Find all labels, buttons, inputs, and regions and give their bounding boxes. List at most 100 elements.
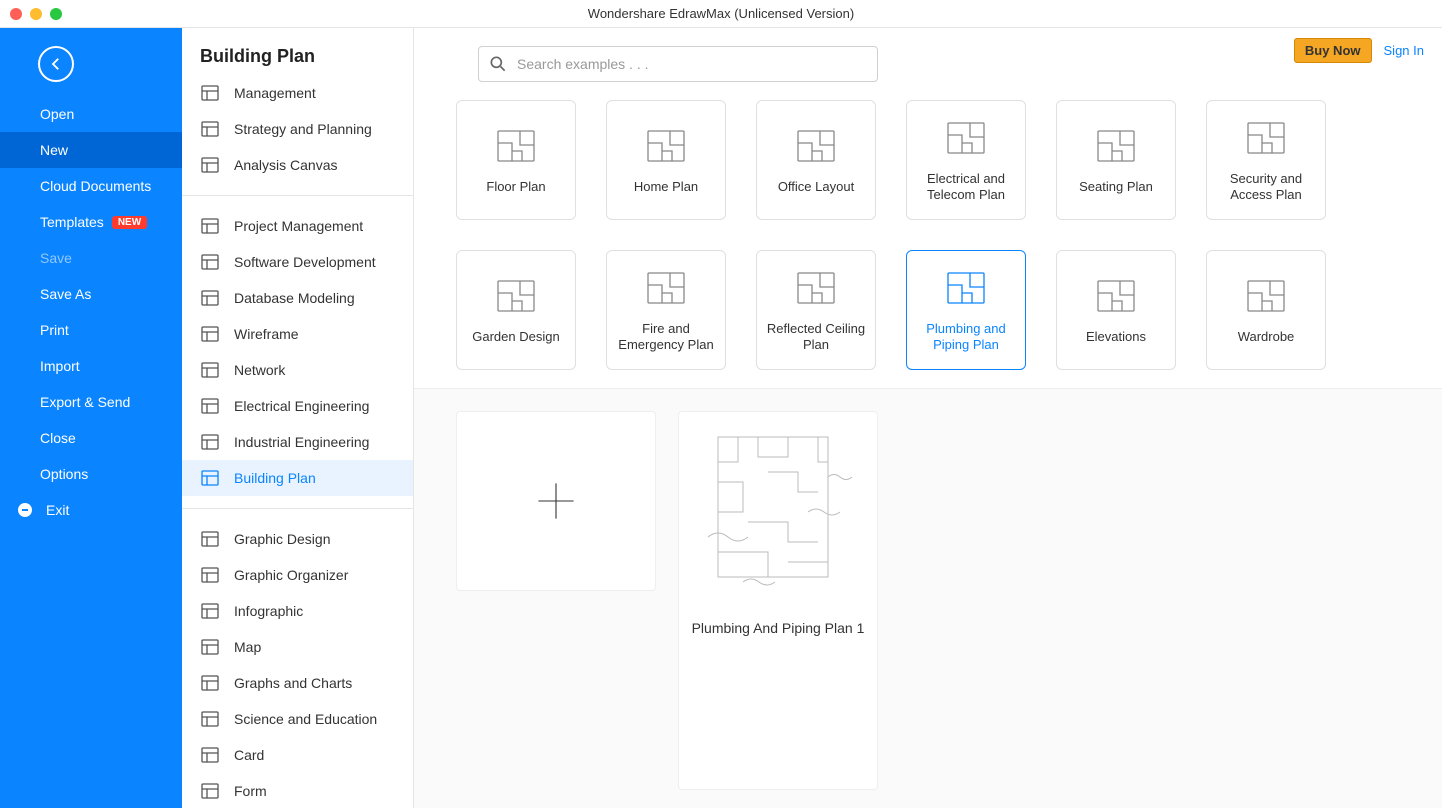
example-thumbnail [678, 412, 878, 612]
category-icon [200, 396, 220, 416]
template-tile[interactable]: Reflected Ceiling Plan [756, 250, 876, 370]
category-icon [200, 709, 220, 729]
tile-icon [944, 117, 988, 161]
tile-icon [794, 125, 838, 169]
category-label: Strategy and Planning [234, 121, 372, 137]
nav-item-label: Close [40, 430, 76, 446]
tile-label: Seating Plan [1079, 179, 1153, 195]
new-blank-card[interactable] [456, 411, 656, 591]
category-icon [200, 324, 220, 344]
category-item[interactable]: Map [182, 629, 413, 665]
template-tile[interactable]: Wardrobe [1206, 250, 1326, 370]
main-area: Buy Now Sign In Floor Plan Home Plan Offic… [414, 28, 1442, 808]
nav-item-label: Import [40, 358, 80, 374]
category-label: Graphs and Charts [234, 675, 352, 691]
tile-icon [944, 267, 988, 311]
category-item[interactable]: Science and Education [182, 701, 413, 737]
nav-item-label: New [40, 142, 68, 158]
back-button[interactable] [38, 46, 74, 82]
nav-item-options[interactable]: Options [0, 456, 182, 492]
category-icon [200, 468, 220, 488]
category-item[interactable]: Strategy and Planning [182, 111, 413, 147]
template-tile[interactable]: Home Plan [606, 100, 726, 220]
category-item[interactable]: Building Plan [182, 460, 413, 496]
template-tile[interactable]: Security and Access Plan [1206, 100, 1326, 220]
category-item[interactable]: Project Management [182, 208, 413, 244]
minimize-window-button[interactable] [30, 8, 42, 20]
exit-icon [18, 503, 32, 517]
category-item[interactable]: Database Modeling [182, 280, 413, 316]
template-tile[interactable]: Seating Plan [1056, 100, 1176, 220]
tile-label: Plumbing and Piping Plan [911, 321, 1021, 354]
tile-label: Home Plan [634, 179, 698, 195]
nav-item-print[interactable]: Print [0, 312, 182, 348]
category-item[interactable]: Management [182, 79, 413, 111]
search-icon [488, 54, 508, 74]
nav-item-label: Save As [40, 286, 91, 302]
category-label: Map [234, 639, 261, 655]
category-label: Wireframe [234, 326, 299, 342]
nav-item-label: Options [40, 466, 88, 482]
window-title: Wondershare EdrawMax (Unlicensed Version… [0, 6, 1442, 21]
category-item[interactable]: Analysis Canvas [182, 147, 413, 183]
category-item[interactable]: Network [182, 352, 413, 388]
category-icon [200, 119, 220, 139]
tile-label: Floor Plan [486, 179, 545, 195]
template-tile[interactable]: Garden Design [456, 250, 576, 370]
tile-icon [644, 125, 688, 169]
plus-icon [534, 479, 578, 523]
template-tile[interactable]: Plumbing and Piping Plan [906, 250, 1026, 370]
category-label: Analysis Canvas [234, 157, 338, 173]
category-item[interactable]: Industrial Engineering [182, 424, 413, 460]
maximize-window-button[interactable] [50, 8, 62, 20]
nav-item-export[interactable]: Export & Send [0, 384, 182, 420]
category-icon [200, 155, 220, 175]
category-item[interactable]: Graphic Design [182, 521, 413, 557]
nav-item-label: Export & Send [40, 394, 130, 410]
tile-icon [644, 267, 688, 311]
tile-label: Wardrobe [1238, 329, 1295, 345]
category-icon [200, 432, 220, 452]
category-item[interactable]: Graphs and Charts [182, 665, 413, 701]
close-window-button[interactable] [10, 8, 22, 20]
examples-row: Plumbing And Piping Plan 1 [414, 389, 1442, 808]
category-item[interactable]: Infographic [182, 593, 413, 629]
buy-now-button[interactable]: Buy Now [1294, 38, 1372, 63]
category-icon [200, 673, 220, 693]
category-label: Electrical Engineering [234, 398, 369, 414]
template-tile[interactable]: Floor Plan [456, 100, 576, 220]
nav-item-label: Print [40, 322, 69, 338]
nav-item-saveas[interactable]: Save As [0, 276, 182, 312]
sign-in-link[interactable]: Sign In [1384, 43, 1424, 58]
nav-item-new[interactable]: New [0, 132, 182, 168]
search-box [478, 46, 878, 82]
window-titlebar: Wondershare EdrawMax (Unlicensed Version… [0, 0, 1442, 28]
nav-item-close[interactable]: Close [0, 420, 182, 456]
category-label: Management [234, 85, 316, 101]
template-tile[interactable]: Office Layout [756, 100, 876, 220]
category-item[interactable]: Wireframe [182, 316, 413, 352]
category-item[interactable]: Software Development [182, 244, 413, 280]
nav-item-templates[interactable]: TemplatesNEW [0, 204, 182, 240]
category-item[interactable]: Form [182, 773, 413, 808]
example-card[interactable]: Plumbing And Piping Plan 1 [678, 411, 878, 790]
category-item[interactable]: Graphic Organizer [182, 557, 413, 593]
template-tile[interactable]: Elevations [1056, 250, 1176, 370]
nav-item-cloud[interactable]: Cloud Documents [0, 168, 182, 204]
nav-item-import[interactable]: Import [0, 348, 182, 384]
category-label: Network [234, 362, 285, 378]
category-list[interactable]: Management Strategy and Planning Analysis … [182, 79, 413, 808]
tile-icon [494, 125, 538, 169]
template-tile[interactable]: Electrical and Telecom Plan [906, 100, 1026, 220]
nav-item-save[interactable]: Save [0, 240, 182, 276]
category-item[interactable]: Electrical Engineering [182, 388, 413, 424]
search-input[interactable] [478, 46, 878, 82]
category-icon [200, 781, 220, 801]
category-label: Industrial Engineering [234, 434, 369, 450]
category-item[interactable]: Card [182, 737, 413, 773]
category-label: Science and Education [234, 711, 377, 727]
nav-item-open[interactable]: Open [0, 96, 182, 132]
nav-item-exit[interactable]: Exit [0, 492, 182, 528]
template-tile-grid: Floor Plan Home Plan Office LayoutElectric… [414, 92, 1442, 389]
template-tile[interactable]: Fire and Emergency Plan [606, 250, 726, 370]
